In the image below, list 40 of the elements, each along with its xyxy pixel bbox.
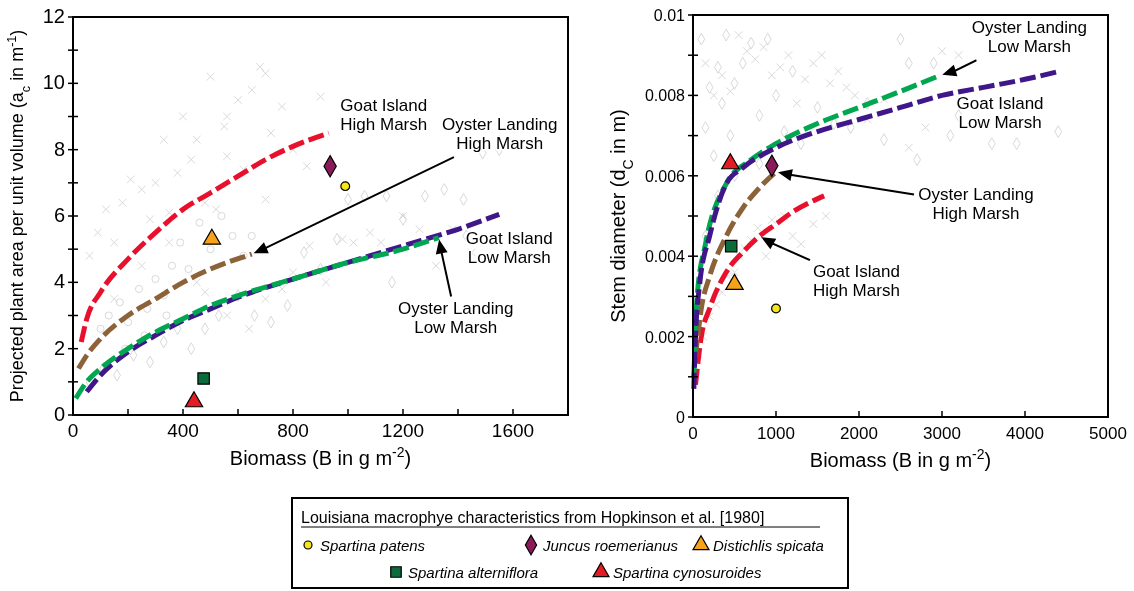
y-tick-label: 0.01 (653, 7, 686, 24)
y-tick-label: 4 (53, 270, 65, 293)
legend-label: Spartina alterniflora (408, 564, 539, 581)
annotation: Goat Island Low Marsh (956, 94, 1044, 133)
y-tick-label: 0.006 (644, 167, 686, 185)
x-tick-label: 1200 (381, 420, 425, 441)
annotation: Oyster Landing Low Marsh (398, 298, 514, 337)
x-tick-label: 3000 (923, 424, 961, 443)
legend-label: Juncus roemerianus (542, 537, 679, 554)
y-tick-label: 0 (53, 403, 65, 425)
y-tick-label: 8 (53, 137, 65, 160)
x-tick-label: 0 (67, 420, 79, 441)
annotation: Goat Island Low Marsh (465, 229, 553, 268)
x-tick-label: 4000 (1006, 424, 1044, 443)
y-tick-label: 0.004 (644, 248, 686, 266)
annotation: Oyster Landing High Marsh (918, 184, 1034, 223)
x-tick-label: 400 (167, 420, 199, 441)
y-tick-label: 0.002 (644, 328, 686, 346)
annotation: Oyster Landing High Marsh (442, 115, 558, 154)
y-tick-label: 0 (676, 409, 686, 426)
x-tick-label: 2000 (840, 424, 878, 443)
y-tick-label: 2 (53, 336, 65, 359)
annotation: Goat Island High Marsh (812, 262, 900, 301)
x-tick-label: 5000 (1089, 424, 1127, 443)
x-tick-label: 800 (277, 420, 309, 441)
y-tick-label: 0.008 (644, 87, 686, 105)
legend-label: Distichlis spicata (713, 537, 824, 554)
legend-title: Louisiana macrophye characteristics from Hopkinson et al. [1980] (301, 509, 765, 526)
legend-label: Spartina cynosuroides (613, 564, 762, 581)
annotation: Goat Island High Marsh (340, 96, 428, 135)
annotation: Oyster Landing Low Marsh (971, 18, 1087, 57)
y-tick-label: 10 (42, 71, 65, 94)
x-tick-label: 0 (688, 424, 698, 443)
legend-label: Spartina patens (320, 537, 426, 554)
y-tick-label: 12 (42, 5, 65, 27)
x-axis-title: Biomass (B in g m$^{-2}$) (809, 446, 992, 471)
x-tick-label: 1000 (757, 424, 795, 443)
y-tick-label: 6 (53, 204, 65, 226)
x-tick-label: 1600 (491, 420, 535, 441)
x-axis-title: Biomass (B in g m$^{-2}$) (229, 444, 412, 469)
